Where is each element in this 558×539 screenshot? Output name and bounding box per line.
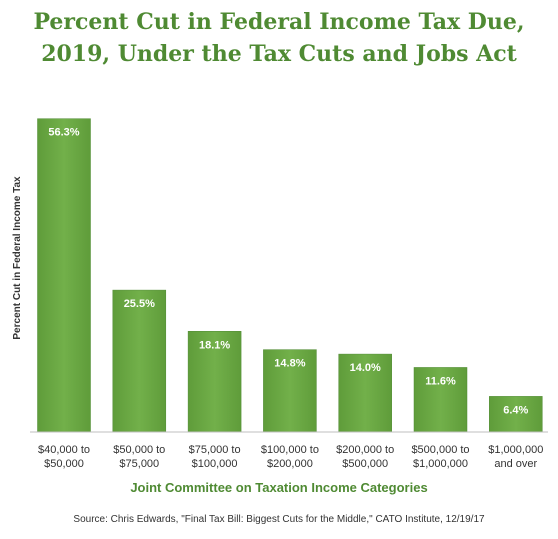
x-tick-label-4: $200,000 to $500,000 bbox=[336, 444, 394, 470]
source-note: Source: Chris Edwards, "Final Tax Bill: … bbox=[73, 514, 485, 525]
data-label-4: 14.0% bbox=[350, 362, 381, 374]
data-label-3: 14.8% bbox=[274, 358, 305, 370]
x-tick-label-6: $1,000,000 and over bbox=[488, 444, 543, 470]
data-label-1: 25.5% bbox=[124, 298, 155, 310]
data-label-5: 11.6% bbox=[425, 375, 456, 387]
x-axis-label: Joint Committee on Taxation Income Categ… bbox=[130, 480, 428, 495]
bar-0 bbox=[37, 118, 91, 433]
bar-1 bbox=[112, 289, 167, 433]
x-tick-label-1: $50,000 to $75,000 bbox=[113, 444, 165, 470]
bar-5 bbox=[413, 367, 468, 433]
data-label-0: 56.3% bbox=[48, 127, 79, 139]
x-tick-label-5: $500,000 to $1,000,000 bbox=[411, 444, 469, 470]
bar-3 bbox=[263, 349, 317, 433]
chart-title: Percent Cut in Federal Income Tax Due, 2… bbox=[33, 9, 525, 67]
data-label-2: 18.1% bbox=[199, 339, 230, 351]
x-tick-label-2: $75,000 to $100,000 bbox=[189, 444, 241, 470]
bar-6 bbox=[489, 396, 543, 433]
bar-4 bbox=[338, 353, 392, 433]
data-label-6: 6.4% bbox=[503, 404, 528, 416]
x-tick-label-3: $100,000 to $200,000 bbox=[261, 444, 319, 470]
x-tick-label-0: $40,000 to $50,000 bbox=[38, 444, 90, 470]
